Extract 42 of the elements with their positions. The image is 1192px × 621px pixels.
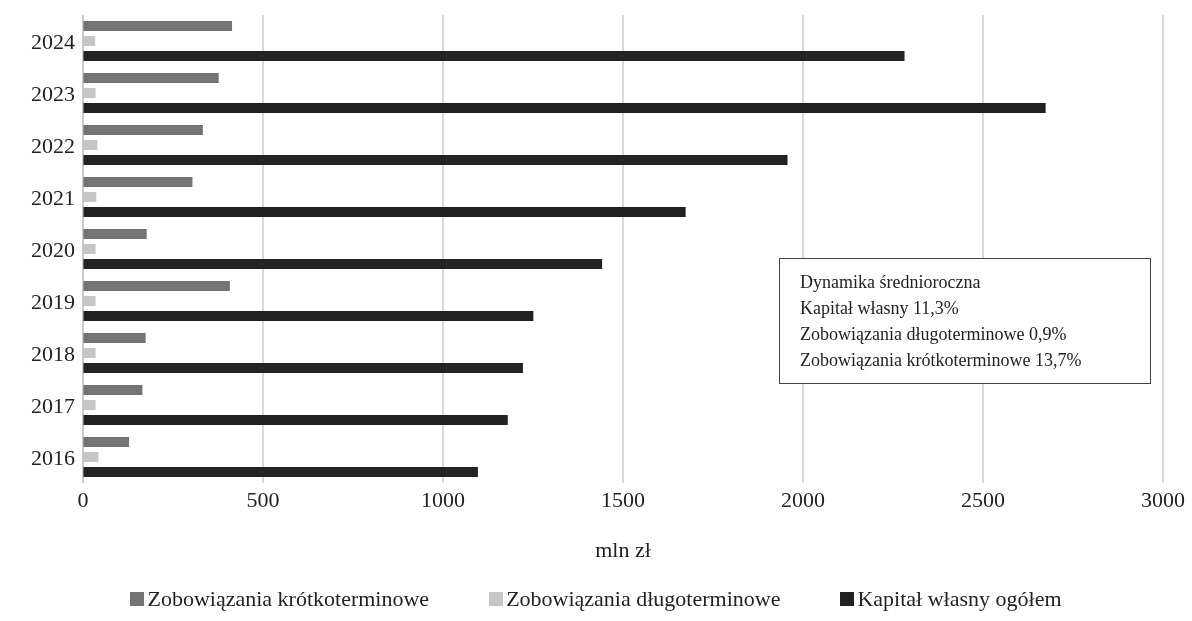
y-tick-label: 2016 (31, 444, 75, 470)
annotation: Dynamika średnioroczna (800, 271, 982, 294)
y-tick-label: 2021 (31, 184, 75, 210)
y-tick-label: 2019 (31, 288, 75, 314)
bar (83, 103, 1046, 113)
x-tick-label: 500 (246, 486, 280, 512)
x-tick-label: 0 (77, 486, 89, 512)
bar (83, 155, 788, 165)
x-tick-label: 3000 (1141, 486, 1185, 512)
x-tick-label: 1000 (421, 486, 465, 512)
legend-label: Zobowiązania długoterminowe (505, 586, 781, 612)
annotation: Zobowiązania długoterminowe 0,9% (800, 323, 1068, 346)
annotation: Kapitał własny 11,3% (800, 297, 960, 320)
bar (83, 229, 147, 239)
bar (83, 259, 603, 269)
bar (83, 177, 193, 187)
legend-label: Kapitał własny ogółem (856, 586, 1062, 612)
y-tick-label: 2024 (31, 28, 75, 54)
bar (83, 437, 130, 447)
bar (83, 333, 146, 343)
bar (83, 467, 478, 477)
bar (83, 415, 508, 425)
bar (83, 363, 523, 373)
legend-label: Zobowiązania krótkoterminowe (146, 586, 430, 612)
x-tick-label: 2000 (781, 486, 825, 512)
x-axis-title: mln zł (595, 537, 651, 562)
annotation: Zobowiązania krótkoterminowe 13,7% (800, 349, 1083, 372)
bar (83, 385, 143, 395)
x-tick-label: 1500 (601, 486, 645, 512)
y-tick-label: 2020 (31, 236, 75, 262)
y-tick-label: 2018 (31, 340, 75, 366)
bar (83, 21, 233, 31)
bar (83, 311, 534, 321)
bar (83, 281, 230, 291)
y-tick-label: 2022 (31, 132, 75, 158)
y-tick-label: 2023 (31, 80, 75, 106)
bar (83, 73, 219, 83)
bar (83, 125, 203, 135)
bar (83, 51, 905, 61)
y-tick-label: 2017 (31, 392, 75, 418)
bar (83, 207, 686, 217)
x-tick-label: 2500 (961, 486, 1005, 512)
